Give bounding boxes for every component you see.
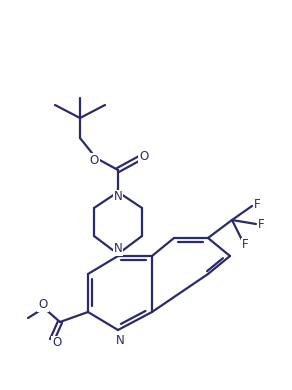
Text: O: O xyxy=(52,337,62,349)
Text: N: N xyxy=(114,190,122,204)
Text: F: F xyxy=(258,218,264,232)
Text: N: N xyxy=(114,243,122,255)
Text: F: F xyxy=(254,197,260,211)
Text: O: O xyxy=(139,151,149,163)
Text: O: O xyxy=(38,298,48,312)
Text: N: N xyxy=(116,334,124,347)
Text: F: F xyxy=(242,239,248,252)
Text: O: O xyxy=(89,154,99,167)
